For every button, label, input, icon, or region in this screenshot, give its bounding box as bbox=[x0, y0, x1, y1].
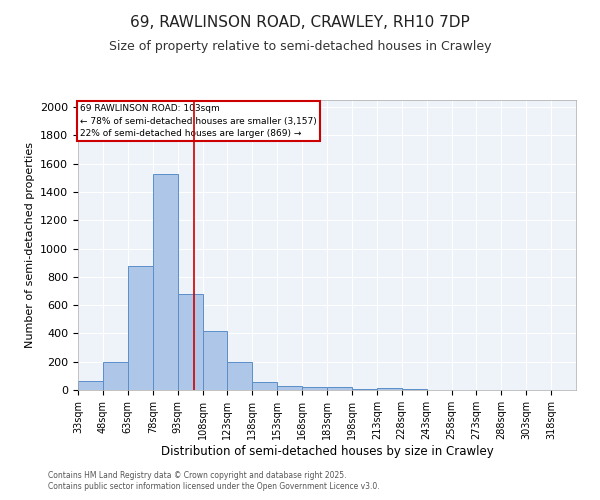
Bar bbox=[253, 382, 277, 390]
Bar bbox=[178, 294, 203, 390]
Text: Contains public sector information licensed under the Open Government Licence v3: Contains public sector information licen… bbox=[48, 482, 380, 491]
Bar bbox=[277, 386, 302, 390]
X-axis label: Distribution of semi-detached houses by size in Crawley: Distribution of semi-detached houses by … bbox=[161, 444, 493, 458]
Text: Size of property relative to semi-detached houses in Crawley: Size of property relative to semi-detach… bbox=[109, 40, 491, 53]
Bar bbox=[352, 388, 377, 390]
Bar bbox=[78, 381, 103, 390]
Bar bbox=[327, 387, 352, 390]
Text: 69, RAWLINSON ROAD, CRAWLEY, RH10 7DP: 69, RAWLINSON ROAD, CRAWLEY, RH10 7DP bbox=[130, 15, 470, 30]
Bar bbox=[203, 330, 227, 390]
Bar bbox=[377, 388, 402, 390]
Bar bbox=[153, 174, 178, 390]
Y-axis label: Number of semi-detached properties: Number of semi-detached properties bbox=[25, 142, 35, 348]
Bar bbox=[103, 362, 128, 390]
Bar bbox=[302, 387, 327, 390]
Text: 69 RAWLINSON ROAD: 103sqm
← 78% of semi-detached houses are smaller (3,157)
22% : 69 RAWLINSON ROAD: 103sqm ← 78% of semi-… bbox=[80, 104, 317, 138]
Bar bbox=[128, 266, 153, 390]
Text: Contains HM Land Registry data © Crown copyright and database right 2025.: Contains HM Land Registry data © Crown c… bbox=[48, 470, 347, 480]
Bar bbox=[227, 362, 253, 390]
